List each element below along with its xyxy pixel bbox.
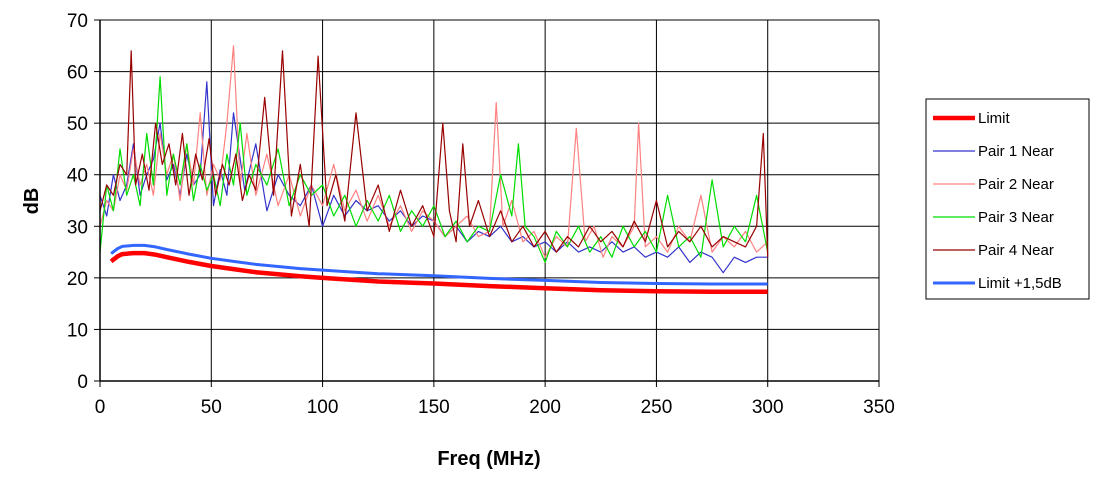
legend-box (925, 98, 1090, 300)
y-tick-label: 10 (67, 320, 88, 341)
y-tick-label: 0 (77, 372, 88, 393)
y-tick-label: 40 (67, 166, 88, 187)
y-tick-label: 70 (67, 11, 88, 32)
ticks: 0 50 100 150 200 250 300 350 0 10 20 30 40 50 60 70 (67, 11, 895, 418)
legend-label: Limit +1,5dB (978, 275, 1062, 292)
series-line-limit-1-5db (110, 243, 768, 286)
x-tick-label: 300 (752, 397, 784, 418)
series-line-limit (109, 250, 768, 295)
y-tick-label: 30 (67, 217, 88, 238)
legend-label: Pair 4 Near (978, 242, 1054, 259)
legend: Limit Pair 1 Near Pair 2 Near Pair 3 Near Pa… (925, 98, 1090, 300)
y-tick-label: 50 (67, 114, 88, 135)
x-tick-label: 150 (418, 397, 450, 418)
x-axis-title: Freq (MHz) (437, 448, 540, 470)
y-axis-title: dB (21, 188, 43, 215)
legend-label: Pair 1 Near (978, 143, 1054, 160)
x-tick-label: 350 (863, 397, 895, 418)
series-layer (99, 45, 769, 295)
legend-label: Pair 3 Near (978, 209, 1054, 226)
x-tick-label: 250 (641, 397, 673, 418)
legend-label: Pair 2 Near (978, 176, 1054, 193)
series-line-pair-2-near (99, 45, 769, 258)
x-tick-label: 100 (307, 397, 339, 418)
x-tick-label: 50 (201, 397, 222, 418)
series-line-pair-4-near (99, 50, 769, 258)
axes (99, 20, 879, 382)
x-tick-label: 200 (529, 397, 561, 418)
series-line-pair-1-near (99, 81, 768, 274)
series-line-pair-3-near (99, 76, 769, 263)
grid (100, 19, 880, 381)
legend-label: Limit (978, 110, 1011, 127)
x-tick-label: 0 (95, 397, 106, 418)
y-tick-label: 60 (67, 63, 88, 84)
y-tick-label: 20 (67, 269, 88, 290)
